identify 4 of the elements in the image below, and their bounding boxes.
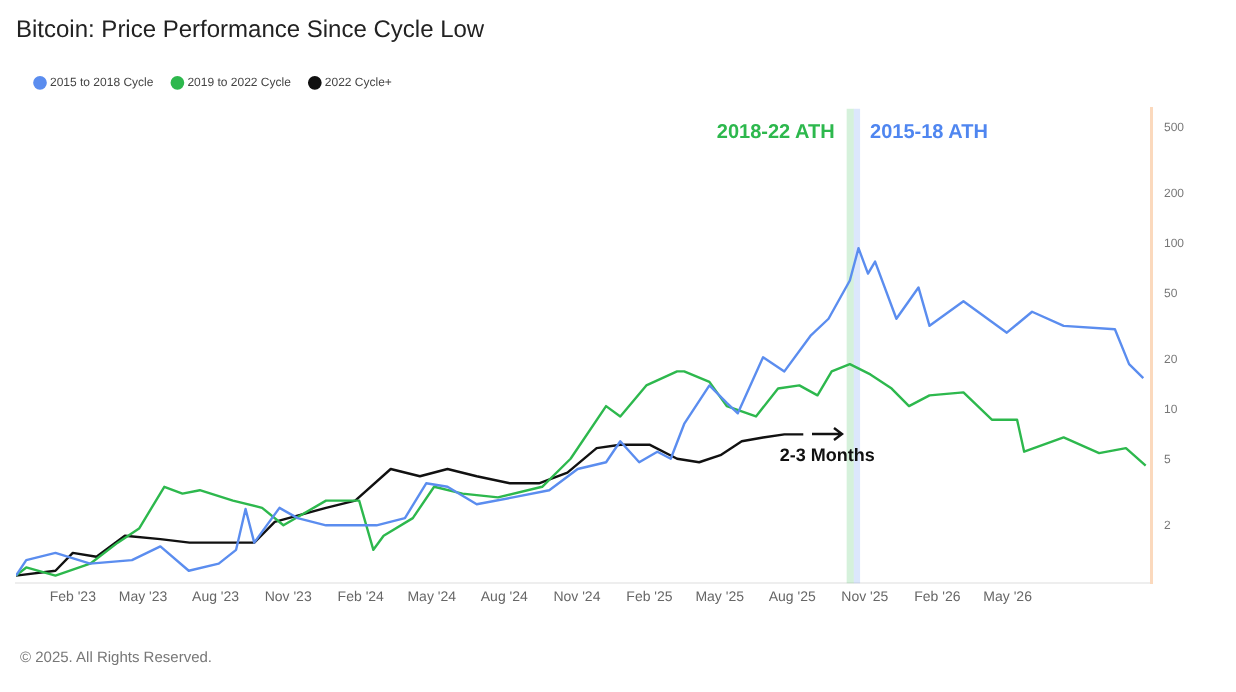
annotation: 2-3 Months	[779, 445, 875, 466]
band-label: 2015-18 ATH	[870, 122, 988, 145]
band-label: 2018-22 ATH	[716, 122, 835, 145]
chart-title: Bitcoin: Price Performance Since Cycle Low	[16, 15, 485, 44]
